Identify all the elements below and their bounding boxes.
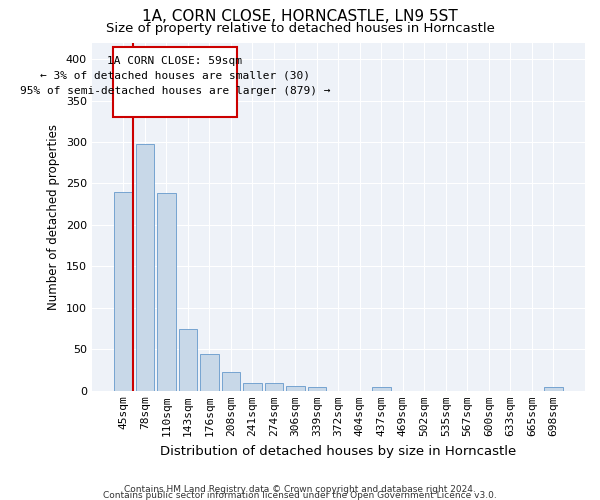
Bar: [286, 386, 305, 391]
Bar: [265, 384, 283, 391]
Text: 1A, CORN CLOSE, HORNCASTLE, LN9 5ST: 1A, CORN CLOSE, HORNCASTLE, LN9 5ST: [142, 9, 458, 24]
Bar: [136, 144, 154, 391]
Bar: [114, 192, 133, 391]
Y-axis label: Number of detached properties: Number of detached properties: [47, 124, 60, 310]
Bar: [222, 372, 240, 391]
X-axis label: Distribution of detached houses by size in Horncastle: Distribution of detached houses by size …: [160, 444, 517, 458]
Text: ← 3% of detached houses are smaller (30): ← 3% of detached houses are smaller (30): [40, 70, 310, 81]
Bar: [200, 354, 218, 391]
Bar: [157, 194, 176, 391]
Text: Contains HM Land Registry data © Crown copyright and database right 2024.: Contains HM Land Registry data © Crown c…: [124, 484, 476, 494]
Bar: [544, 388, 563, 391]
Bar: [179, 330, 197, 391]
Text: Size of property relative to detached houses in Horncastle: Size of property relative to detached ho…: [106, 22, 494, 35]
Bar: [308, 388, 326, 391]
Text: 1A CORN CLOSE: 59sqm: 1A CORN CLOSE: 59sqm: [107, 56, 242, 66]
Bar: [113, 46, 238, 117]
Bar: [372, 388, 391, 391]
Bar: [243, 382, 262, 391]
Text: Contains public sector information licensed under the Open Government Licence v3: Contains public sector information licen…: [103, 490, 497, 500]
Text: 95% of semi-detached houses are larger (879) →: 95% of semi-detached houses are larger (…: [20, 86, 330, 96]
